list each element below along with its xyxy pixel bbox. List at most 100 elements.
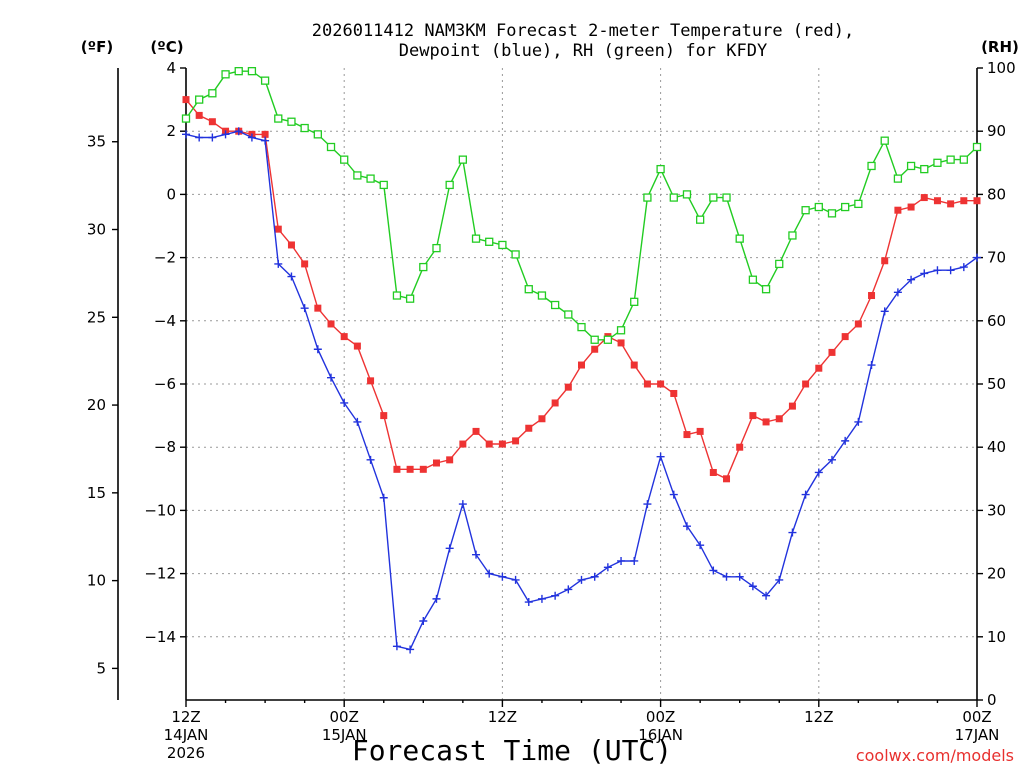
data-point-marker xyxy=(458,500,467,509)
data-point-marker xyxy=(959,263,968,272)
data-point-marker xyxy=(590,335,599,344)
rh-tick-label: 90 xyxy=(987,122,1006,140)
data-point-marker xyxy=(287,272,296,281)
data-point-marker xyxy=(195,111,203,119)
data-point-marker xyxy=(762,418,770,426)
x-tick-label-date: 14JAN xyxy=(164,726,209,744)
data-point-marker xyxy=(933,197,941,205)
celsius-unit-label: (ºC) xyxy=(150,38,183,56)
data-point-marker xyxy=(682,190,692,199)
x-axis-title: Forecast Time (UTC) xyxy=(352,734,672,767)
chart-title-line2: Dewpoint (blue), RH (green) for KFDY xyxy=(399,41,767,61)
data-point-marker xyxy=(630,361,638,369)
data-point-marker xyxy=(748,275,758,284)
credit-label[interactable]: coolwx.com/models xyxy=(856,746,1014,765)
data-point-marker xyxy=(775,259,784,269)
data-point-marker xyxy=(498,440,506,448)
gridlines xyxy=(186,68,977,700)
data-point-marker xyxy=(894,206,902,214)
data-point-marker xyxy=(511,250,520,259)
x-tick-label-date: 16JAN xyxy=(638,726,683,744)
data-point-marker xyxy=(841,202,850,212)
series-line xyxy=(185,130,978,651)
celsius-tick-label: −12 xyxy=(144,565,176,583)
data-point-marker xyxy=(247,67,257,76)
celsius-tick-label: −6 xyxy=(154,375,176,393)
data-point-marker xyxy=(327,373,336,382)
data-point-marker xyxy=(603,335,613,344)
data-point-marker xyxy=(788,528,797,537)
data-point-marker xyxy=(960,197,968,205)
data-point-marker xyxy=(880,307,889,316)
data-point-marker xyxy=(366,174,375,183)
data-point-marker xyxy=(893,174,903,183)
data-point-marker xyxy=(340,155,349,164)
fahrenheit-tick-label: 5 xyxy=(96,659,106,677)
fahrenheit-tick-label: 15 xyxy=(87,484,106,502)
rh-tick-label: 50 xyxy=(987,375,1006,393)
data-point-marker xyxy=(261,136,270,145)
data-point-marker xyxy=(195,133,204,142)
data-point-marker xyxy=(709,193,718,202)
data-point-marker xyxy=(959,155,968,164)
rh-tick-label: 60 xyxy=(987,312,1006,330)
data-point-marker xyxy=(590,572,599,581)
data-point-marker xyxy=(340,398,349,407)
data-point-marker xyxy=(366,455,375,464)
data-point-marker xyxy=(603,563,612,572)
data-point-marker xyxy=(696,541,705,550)
data-point-marker xyxy=(537,594,546,603)
x-tick-label-time: 12Z xyxy=(804,708,833,726)
data-point-marker xyxy=(801,490,810,499)
data-point-marker xyxy=(512,437,520,445)
data-point-marker xyxy=(195,95,204,104)
rh-tick-label: 40 xyxy=(987,438,1006,456)
data-point-marker xyxy=(788,231,797,240)
data-point-marker xyxy=(340,333,348,341)
data-point-marker xyxy=(432,459,440,467)
rh-tick-label: 70 xyxy=(987,249,1006,267)
data-point-marker xyxy=(564,383,572,391)
data-point-marker xyxy=(379,180,388,190)
tick-labels: −14 −12 −10 −8 −6 −4 −2 0 2 4 5 10 15 20 25 30 35 0 10 20 30… xyxy=(87,59,1016,762)
data-point-marker xyxy=(537,291,547,300)
data-point-marker xyxy=(353,171,362,180)
data-point-marker xyxy=(525,424,533,432)
data-point-marker xyxy=(564,310,573,319)
data-point-marker xyxy=(973,253,981,262)
data-point-marker xyxy=(670,389,678,397)
data-point-marker xyxy=(551,399,559,407)
data-point-marker xyxy=(616,326,626,335)
data-series xyxy=(181,67,982,654)
data-point-marker xyxy=(657,380,665,388)
data-point-marker xyxy=(432,594,441,603)
fahrenheit-tick-label: 20 xyxy=(87,396,106,414)
data-point-marker xyxy=(419,465,427,473)
data-point-marker xyxy=(208,89,217,98)
data-point-marker xyxy=(458,155,468,164)
rh-tick-label: 80 xyxy=(987,185,1006,203)
data-point-marker xyxy=(406,465,414,473)
data-point-marker xyxy=(761,285,771,294)
data-point-marker xyxy=(867,161,876,171)
x-tick-label-date: 15JAN xyxy=(322,726,367,744)
data-point-marker xyxy=(814,468,823,477)
x-tick-label-time: 00Z xyxy=(962,708,991,726)
celsius-tick-label: −8 xyxy=(154,438,176,456)
data-point-marker xyxy=(577,575,586,584)
data-point-marker xyxy=(208,118,216,126)
data-point-marker xyxy=(300,123,309,133)
data-point-marker xyxy=(301,260,309,268)
data-point-marker xyxy=(445,544,454,553)
celsius-tick-label: −10 xyxy=(144,501,176,519)
data-point-marker xyxy=(920,269,929,278)
data-point-marker xyxy=(736,443,744,451)
data-point-marker xyxy=(669,490,678,499)
data-point-marker xyxy=(920,194,928,202)
data-point-marker xyxy=(471,234,481,243)
data-point-marker xyxy=(841,333,849,341)
data-point-marker xyxy=(445,180,454,190)
data-point-marker xyxy=(643,193,652,202)
data-point-marker xyxy=(973,197,981,205)
